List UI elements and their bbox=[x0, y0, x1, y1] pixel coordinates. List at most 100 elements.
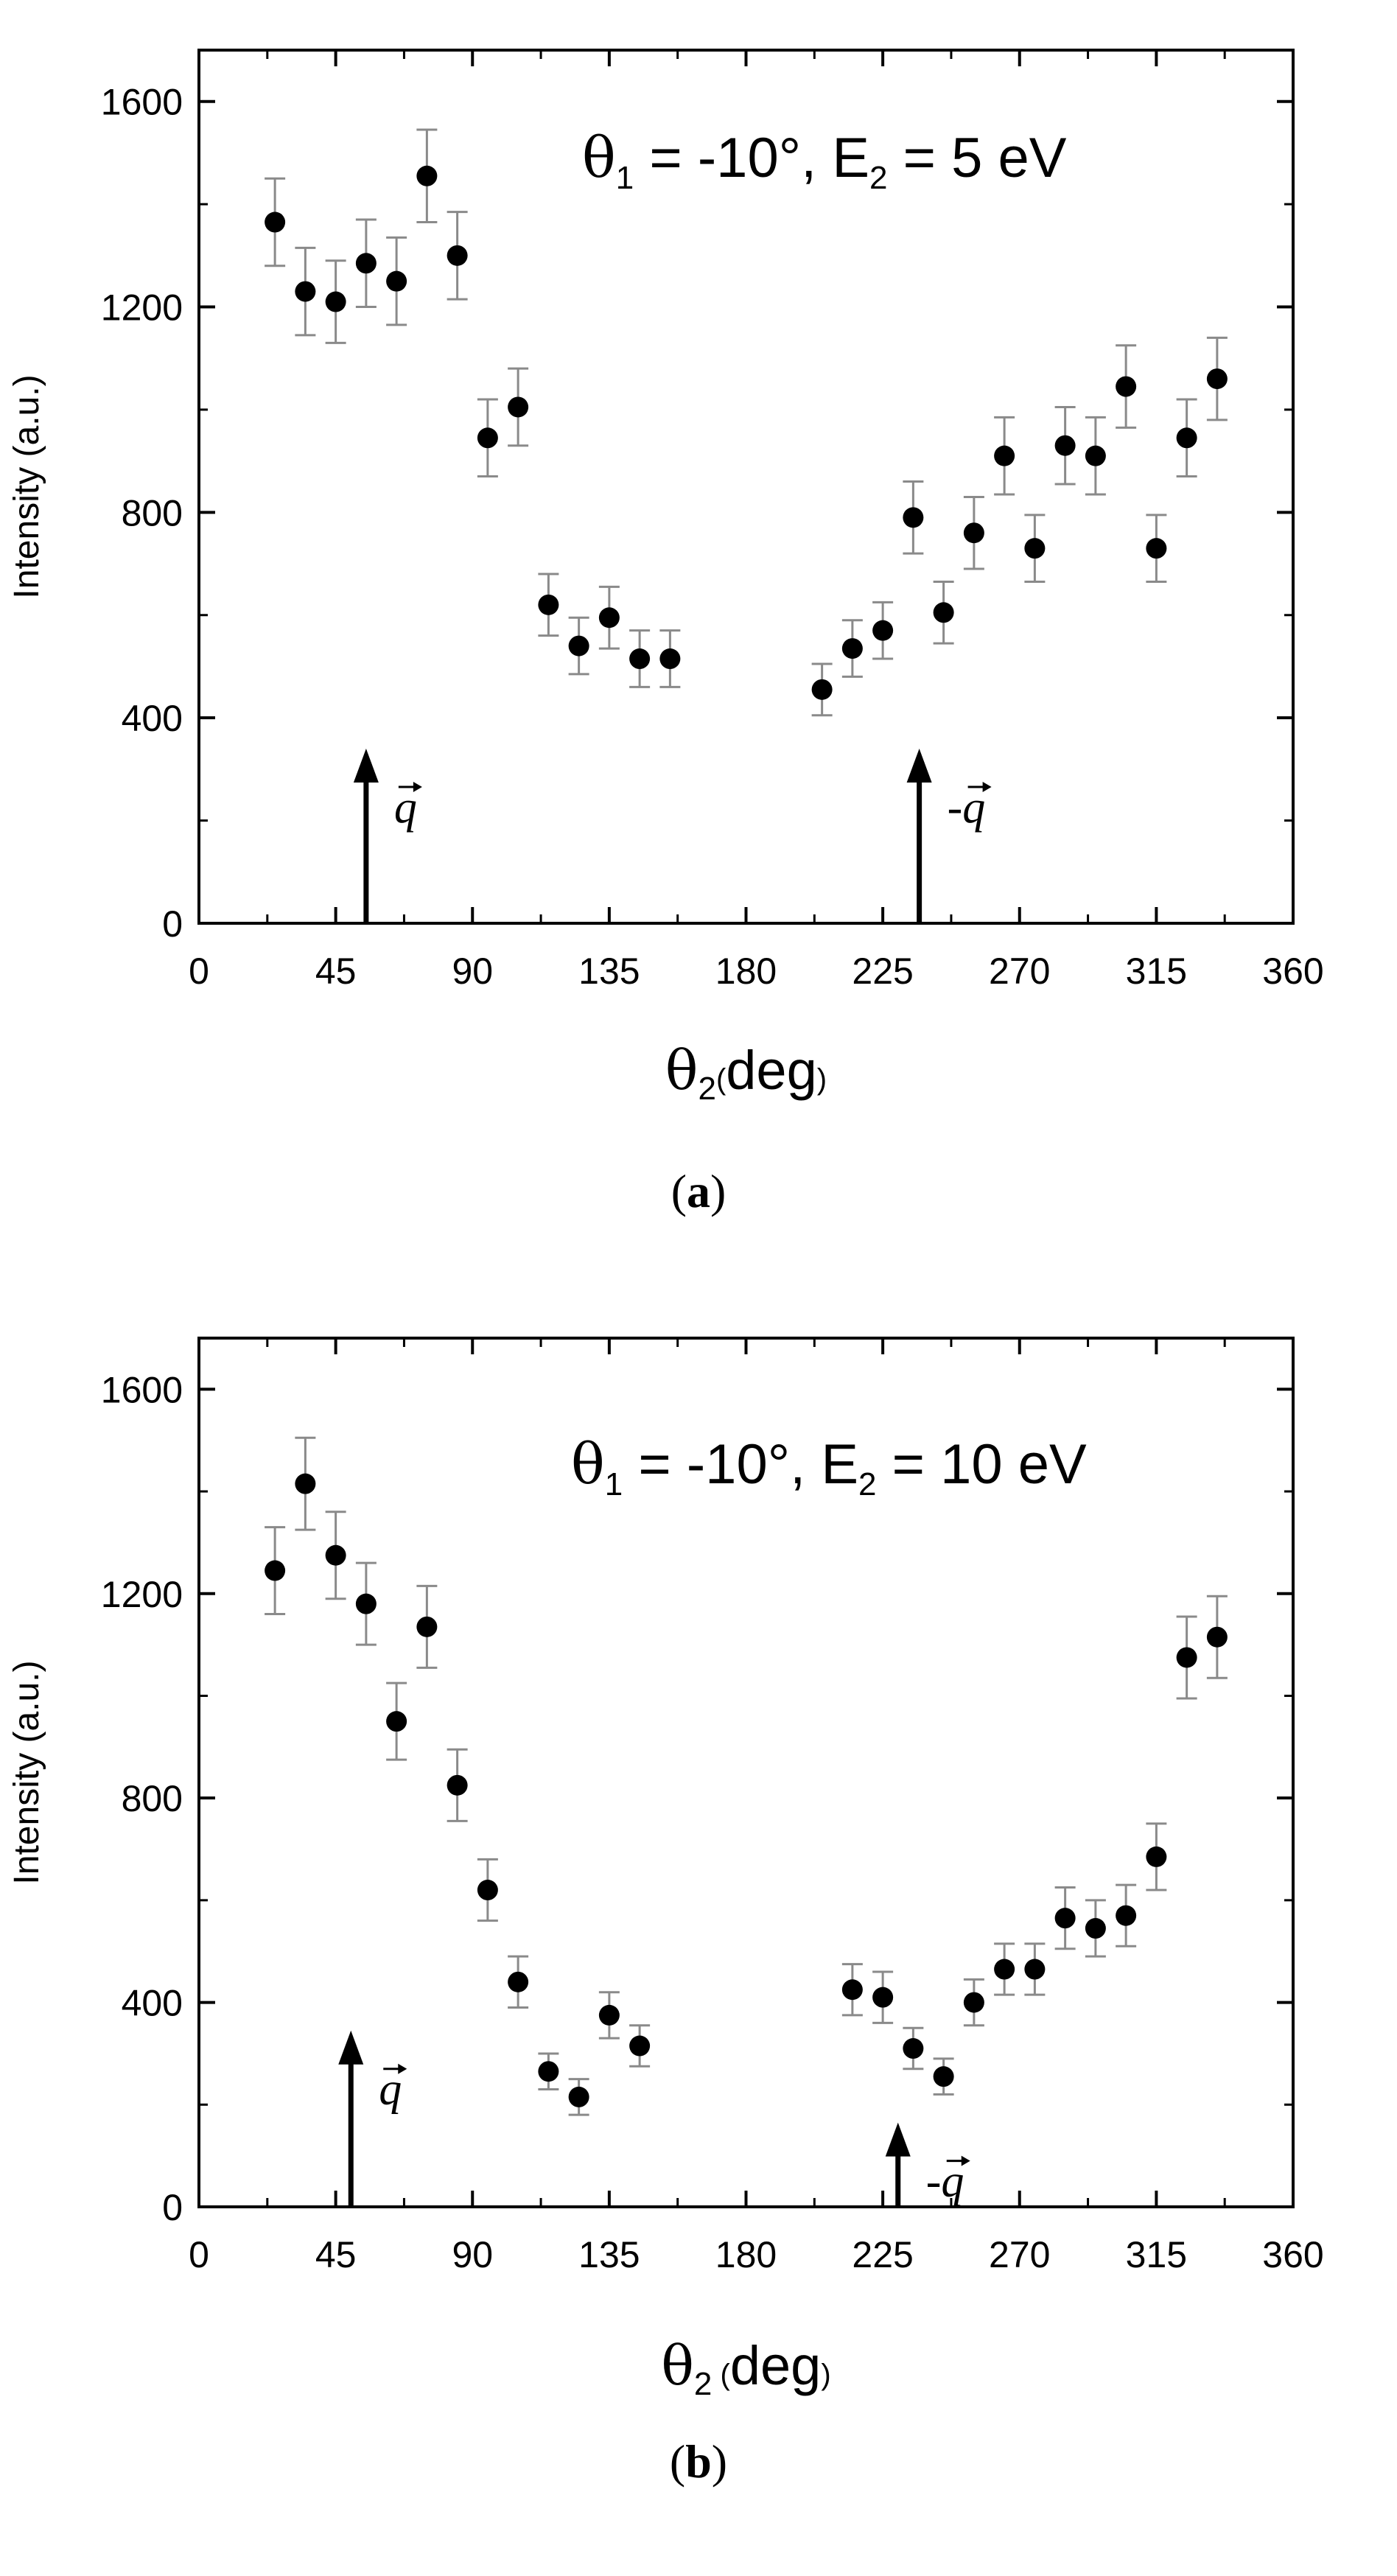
x-tick-label-b-315: 315 bbox=[1126, 2234, 1187, 2275]
data-point-b-22 bbox=[1116, 1905, 1137, 1926]
x-tick-label-b-225: 225 bbox=[852, 2234, 913, 2275]
data-point-b-19 bbox=[1024, 1959, 1046, 1980]
data-point-a-11 bbox=[598, 607, 620, 629]
x-tick-label-b-270: 270 bbox=[989, 2234, 1050, 2275]
data-point-a-20 bbox=[994, 445, 1015, 466]
y-tick-label-b-1200: 1200 bbox=[101, 1574, 183, 1615]
data-point-a-9 bbox=[538, 594, 559, 615]
data-point-a-1 bbox=[295, 281, 316, 302]
data-point-b-15 bbox=[903, 2038, 924, 2059]
data-point-b-4 bbox=[386, 1711, 407, 1732]
data-point-b-11 bbox=[598, 2004, 620, 2026]
data-point-b-8 bbox=[508, 1971, 529, 1992]
data-point-a-18 bbox=[933, 602, 954, 623]
arrow-label-q-b-0: q bbox=[379, 2065, 402, 2115]
data-point-b-20 bbox=[1054, 1908, 1076, 1929]
data-point-b-16 bbox=[933, 2066, 954, 2087]
data-point-b-6 bbox=[447, 1774, 468, 1796]
chart-b: 0 45 90 135 180 225 270 315 360 0 400 800 1200 1600 In… bbox=[7, 1337, 1324, 2402]
title-e-subscript-b: 2 bbox=[858, 1466, 876, 1502]
vector-mark-head-a-1 bbox=[982, 782, 992, 792]
chart-title-a: θ1 = -10°, E2 = 5 eV bbox=[582, 125, 1067, 196]
data-point-b-5 bbox=[416, 1616, 438, 1637]
data-point-b-17 bbox=[963, 1992, 984, 2013]
data-point-a-16 bbox=[872, 620, 894, 641]
x-tick-label-b-90: 90 bbox=[452, 2234, 493, 2275]
y-tick-label-a-400: 400 bbox=[122, 698, 183, 739]
data-point-a-24 bbox=[1116, 376, 1137, 397]
y-tick-label-b-1600: 1600 bbox=[101, 1369, 183, 1410]
x-tick-label-a-225: 225 bbox=[852, 951, 913, 992]
x-axis-unit-b: deg bbox=[730, 2335, 821, 2396]
panel-caption-b: (b) bbox=[669, 2435, 728, 2488]
x-tick-label-b-0: 0 bbox=[189, 2234, 209, 2275]
data-point-a-14 bbox=[811, 679, 833, 700]
vector-mark-head-b-1 bbox=[961, 2155, 970, 2166]
y-tick-label-a-1600: 1600 bbox=[101, 82, 183, 123]
title-theta-a: θ bbox=[582, 125, 616, 190]
data-point-a-25 bbox=[1146, 538, 1167, 559]
arrow-label-prefix-b-1: - bbox=[926, 2157, 942, 2207]
x-axis-subscript-a: 2 bbox=[698, 1071, 715, 1107]
x-tick-label-a-270: 270 bbox=[989, 951, 1050, 992]
x-tick-label-a-360: 360 bbox=[1262, 951, 1323, 992]
data-point-a-0 bbox=[265, 211, 286, 233]
x-tick-label-b-135: 135 bbox=[578, 2234, 640, 2275]
x-axis-paren-close-b: ) bbox=[821, 2359, 830, 2391]
y-axis-title-a: Intensity (a.u.) bbox=[7, 374, 46, 598]
data-point-b-14 bbox=[872, 1987, 894, 2008]
x-axis-unit-a: deg bbox=[726, 1040, 816, 1101]
data-point-b-23 bbox=[1146, 1846, 1167, 1867]
y-axis-title-b: Intensity (a.u.) bbox=[7, 1660, 46, 1884]
data-point-b-1 bbox=[295, 1473, 316, 1494]
y-tick-label-a-1200: 1200 bbox=[101, 287, 183, 329]
data-point-a-19 bbox=[963, 522, 984, 544]
x-axis-subscript-b: 2 bbox=[694, 2366, 712, 2402]
data-point-b-25 bbox=[1206, 1626, 1228, 1648]
arrow-label-a-0: q bbox=[394, 783, 417, 833]
x-axis-title-a: θ2(deg) bbox=[665, 1039, 827, 1107]
data-point-a-27 bbox=[1206, 368, 1228, 390]
x-tick-label-b-180: 180 bbox=[715, 2234, 777, 2275]
x-axis-theta-b: θ bbox=[661, 2334, 694, 2398]
x-tick-label-a-315: 315 bbox=[1126, 951, 1187, 992]
data-point-b-7 bbox=[477, 1880, 498, 1901]
arrow-head-b-0 bbox=[338, 2030, 364, 2065]
data-point-a-12 bbox=[629, 648, 651, 670]
panel-caption-a: (a) bbox=[671, 1165, 726, 1217]
data-point-a-17 bbox=[903, 507, 924, 528]
y-tick-label-b-800: 800 bbox=[122, 1778, 183, 1819]
data-point-a-3 bbox=[355, 253, 377, 274]
data-point-a-7 bbox=[477, 427, 498, 449]
data-point-b-9 bbox=[538, 2061, 559, 2082]
arrow-head-b-1 bbox=[885, 2122, 911, 2157]
figure-panel-b: 0 45 90 135 180 225 270 315 360 0 400 800 1200 1600 In… bbox=[0, 1288, 1397, 2576]
arrow-label-q-b-1: q bbox=[941, 2157, 964, 2207]
arrow-head-a-0 bbox=[353, 749, 379, 783]
panel-label-a: a bbox=[687, 1165, 710, 1217]
data-point-b-0 bbox=[265, 1560, 286, 1581]
data-point-a-2 bbox=[325, 291, 346, 312]
title-tail-a: = 5 eV bbox=[888, 127, 1067, 189]
data-point-b-13 bbox=[841, 1979, 863, 2001]
data-point-b-3 bbox=[355, 1593, 377, 1614]
x-axis-theta-a: θ bbox=[665, 1039, 698, 1102]
x-tick-label-a-0: 0 bbox=[189, 951, 209, 992]
data-point-a-10 bbox=[568, 635, 589, 657]
data-point-b-10 bbox=[568, 2086, 589, 2107]
y-tick-label-a-0: 0 bbox=[162, 903, 183, 945]
arrow-label-b-1: -q bbox=[926, 2157, 964, 2207]
arrow-head-a-1 bbox=[906, 749, 932, 783]
panel-label-b: b bbox=[685, 2435, 712, 2488]
figure-panel-a: 0 45 90 135 180 225 270 315 360 0 400 800 1200 1600 In… bbox=[7, 49, 1324, 1217]
chart-a: 0 45 90 135 180 225 270 315 360 0 400 800 1200 1600 In… bbox=[7, 49, 1324, 1107]
arrow-label-a-1: -q bbox=[948, 783, 986, 833]
data-point-a-4 bbox=[386, 270, 407, 292]
x-axis-title-b: θ2 (deg) bbox=[661, 2334, 830, 2402]
data-point-b-21 bbox=[1085, 1918, 1106, 1939]
data-point-a-26 bbox=[1176, 427, 1197, 449]
data-point-a-22 bbox=[1054, 435, 1076, 456]
data-point-a-13 bbox=[659, 648, 681, 670]
y-tick-label-a-800: 800 bbox=[122, 492, 183, 533]
data-point-b-24 bbox=[1176, 1647, 1197, 1668]
